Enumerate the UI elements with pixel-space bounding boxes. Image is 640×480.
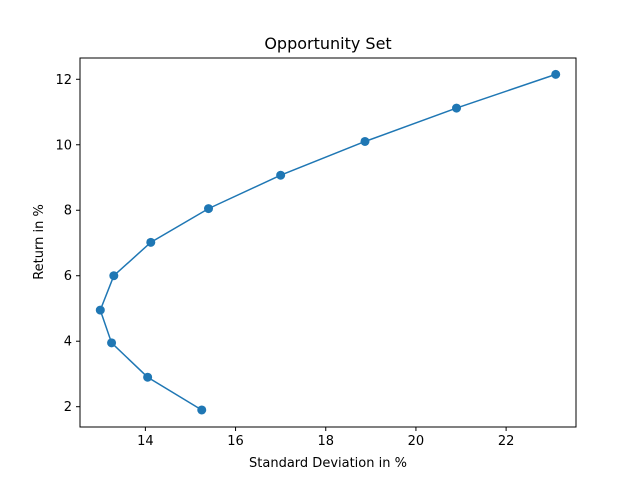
chart-title: Opportunity Set <box>264 34 391 53</box>
data-point <box>146 237 156 247</box>
data-point <box>452 103 462 113</box>
data-point <box>197 405 207 415</box>
data-point <box>109 271 119 281</box>
y-tick-label: 12 <box>55 73 72 88</box>
x-axis-label: Standard Deviation in % <box>249 456 407 471</box>
data-point <box>360 136 370 146</box>
y-tick-label: 8 <box>64 204 72 219</box>
data-point <box>107 338 117 348</box>
data-point <box>143 372 153 382</box>
x-axis-ticks: 14 16 18 20 22 <box>137 427 514 449</box>
y-tick-label: 6 <box>64 269 72 284</box>
y-axis-label: Return in % <box>32 204 47 280</box>
y-axis-ticks: 2 4 6 8 10 12 <box>55 73 80 415</box>
data-point <box>551 69 561 79</box>
x-tick-label: 20 <box>408 434 425 449</box>
data-point <box>276 170 286 180</box>
y-tick-label: 4 <box>64 335 72 350</box>
x-tick-label: 22 <box>498 434 515 449</box>
plot-area-frame <box>79 57 577 428</box>
series-points <box>95 69 561 415</box>
series-line <box>99 73 556 411</box>
y-tick-label: 10 <box>55 138 72 153</box>
data-point <box>95 305 105 315</box>
x-tick-label: 14 <box>137 434 154 449</box>
y-tick-label: 2 <box>64 400 72 415</box>
x-tick-label: 18 <box>317 434 334 449</box>
data-point <box>204 204 214 214</box>
x-tick-label: 16 <box>227 434 244 449</box>
